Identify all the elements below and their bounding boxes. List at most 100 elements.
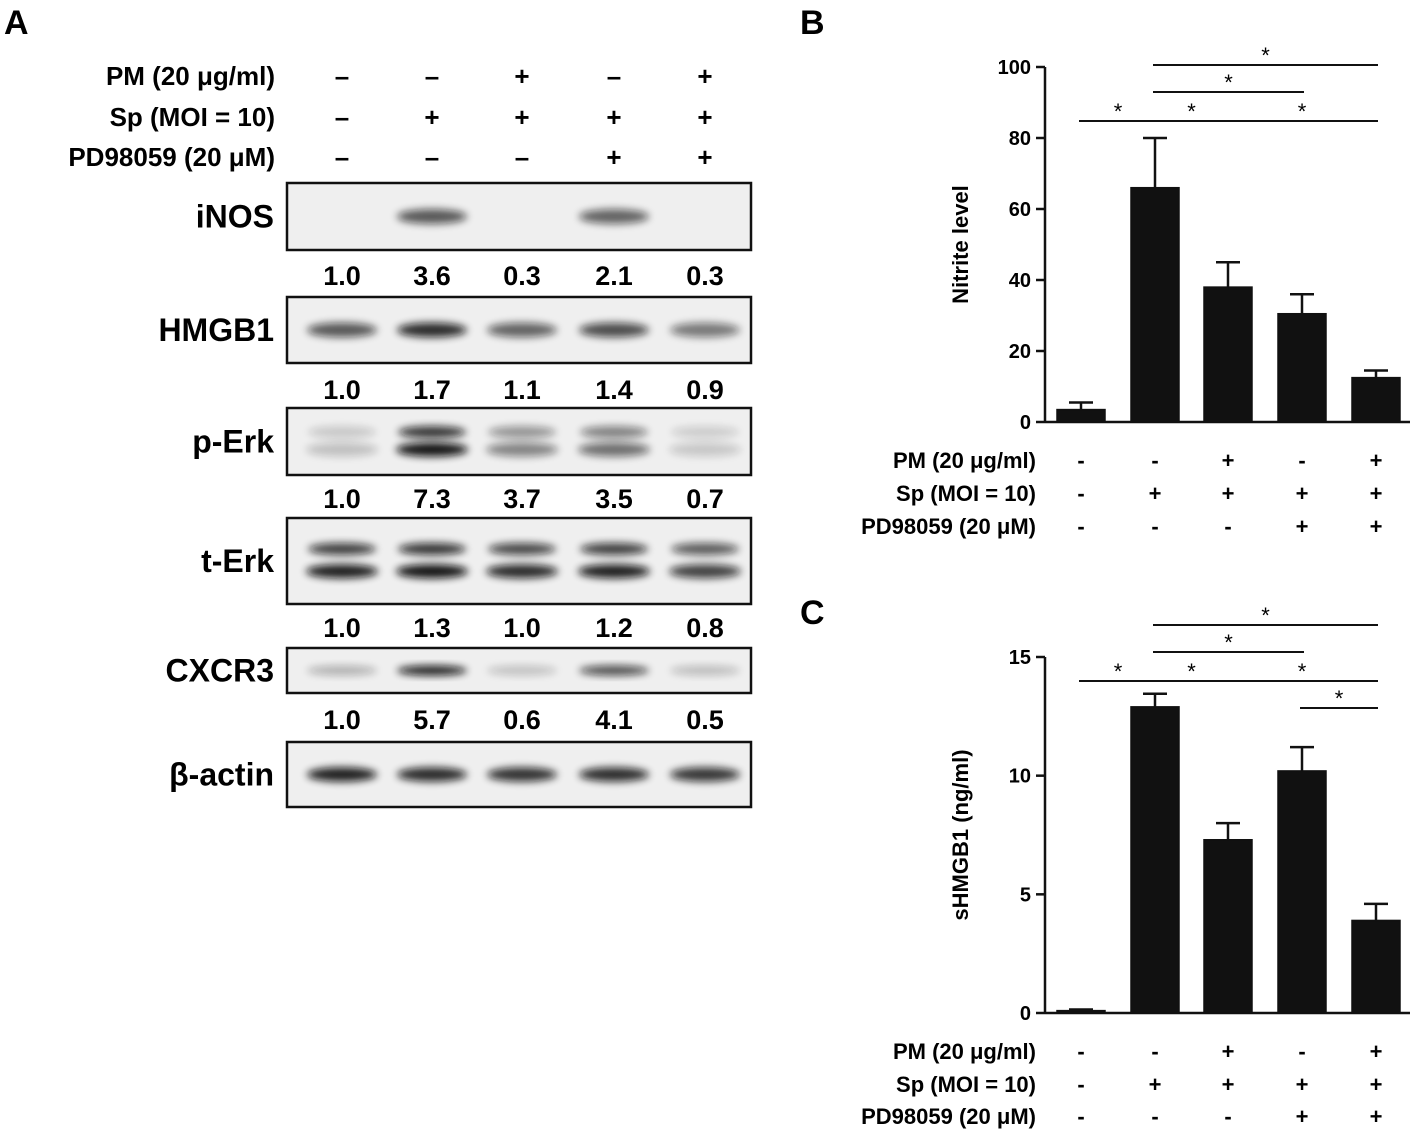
blot-band (580, 542, 648, 555)
band-quantification: 0.3 (686, 261, 724, 291)
chart-condition-label: PD98059 (20 μM) (861, 514, 1036, 539)
band-quantification: 5.7 (413, 705, 451, 735)
band-quantification: 0.3 (503, 261, 541, 291)
band-quantification: 1.7 (413, 375, 451, 405)
band-quantification: 1.0 (503, 613, 541, 643)
band-quantification: 1.0 (323, 613, 361, 643)
nitrite-bar-chart: 0 20 40 60 80 100 Nitrite level * * * * * (948, 43, 1410, 434)
significance-star: * (1114, 659, 1123, 684)
chart-condition-sign: - (1077, 1104, 1084, 1129)
chart-condition-label: Sp (MOI = 10) (896, 481, 1036, 506)
blot-band (398, 542, 466, 555)
y-axis-title: Nitrite level (948, 185, 973, 304)
chart-condition-sign: + (1296, 481, 1309, 506)
y-tick-label: 60 (1009, 199, 1031, 221)
blot-strip: β-actin (169, 740, 753, 809)
chart-condition-sign: - (1077, 481, 1084, 506)
blot-condition-sign: – (335, 102, 349, 132)
blot-band (307, 665, 377, 676)
chart-condition-sign: - (1298, 448, 1305, 473)
chart-condition-sign: + (1222, 481, 1235, 506)
chart-condition-label: Sp (MOI = 10) (896, 1072, 1036, 1097)
chart-condition-sign: + (1149, 1072, 1162, 1097)
panel-c-letter: C (800, 594, 825, 632)
blot-condition-sign: – (607, 61, 621, 91)
chart-condition-sign: + (1296, 514, 1309, 539)
band-quantification: 1.0 (323, 375, 361, 405)
chart-condition-sign: + (1370, 1104, 1383, 1129)
band-quantification: 0.9 (686, 375, 724, 405)
band-quantification: 0.6 (503, 705, 541, 735)
chart-condition-sign: - (1224, 1104, 1231, 1129)
bar (1351, 376, 1401, 423)
significance-star: * (1187, 659, 1196, 684)
band-quantification: 1.0 (323, 705, 361, 735)
chart-condition-sign: + (1370, 448, 1383, 473)
band-quantification: 3.5 (595, 484, 633, 514)
blot-band (488, 542, 556, 555)
blot-condition-sign: + (697, 142, 712, 172)
significance-star: * (1261, 603, 1270, 628)
blot-condition-table: PM (20 μg/ml) – – + – + Sp (MOI = 10) – + + + + PD98… (68, 61, 712, 172)
chart-condition-sign: - (1151, 1104, 1158, 1129)
blot-condition-sign: – (425, 61, 439, 91)
protein-label: HMGB1 (158, 312, 274, 348)
chart-condition-sign: + (1370, 481, 1383, 506)
y-tick-label: 0 (1020, 1003, 1031, 1025)
significance-star: * (1224, 70, 1233, 95)
chart-condition-sign: - (1077, 1072, 1084, 1097)
band-quantification: 1.3 (413, 613, 451, 643)
y-tick-label: 15 (1009, 647, 1031, 669)
protein-label: iNOS (196, 199, 274, 235)
blot-band (396, 442, 468, 457)
panel-b-letter: B (800, 4, 825, 42)
blot-band (579, 209, 649, 224)
blot-band (580, 426, 648, 439)
y-tick-label: 10 (1009, 766, 1031, 788)
blot-band (487, 665, 557, 676)
protein-label: p-Erk (192, 424, 274, 460)
chart-condition-sign: - (1151, 448, 1158, 473)
significance-star: * (1224, 630, 1233, 655)
blot-condition-label: PM (20 μg/ml) (106, 61, 275, 91)
chart-condition-sign: - (1077, 448, 1084, 473)
nitrite-condition-table: PM (20 μg/ml) - - + - + Sp (MOI = 10) - + + + + PD98… (861, 448, 1382, 539)
chart-condition-sign: + (1296, 1104, 1309, 1129)
band-quantification: 3.7 (503, 484, 541, 514)
shmgb1-bar-chart: 0 5 10 15 sHMGB1 (ng/ml) * * * * * * (948, 603, 1410, 1025)
blot-strip: iNOS 1.0 3.6 0.3 2.1 0.3 (196, 181, 753, 291)
blot-band (669, 442, 741, 457)
bar (1056, 408, 1106, 423)
chart-condition-sign: + (1296, 1072, 1309, 1097)
chart-condition-label: PM (20 μg/ml) (893, 1039, 1036, 1064)
panel-a-letter: A (4, 4, 29, 42)
significance-star: * (1335, 686, 1344, 711)
blot-condition-sign: – (335, 142, 349, 172)
y-tick-label: 80 (1009, 128, 1031, 150)
chart-condition-label: PM (20 μg/ml) (893, 448, 1036, 473)
chart-condition-sign: + (1370, 514, 1383, 539)
y-axis-title: sHMGB1 (ng/ml) (948, 749, 973, 920)
chart-condition-sign: - (1077, 514, 1084, 539)
bar (1203, 838, 1253, 1014)
blot-band (669, 564, 741, 579)
blot-band (487, 322, 557, 338)
blot-condition-label: Sp (MOI = 10) (110, 102, 275, 132)
significance-star: * (1261, 43, 1270, 68)
blot-band (307, 767, 377, 782)
chart-condition-sign: + (1149, 481, 1162, 506)
blot-band (579, 767, 649, 782)
blot-band (671, 426, 739, 439)
band-quantification: 1.1 (503, 375, 541, 405)
y-tick-label: 100 (998, 57, 1031, 79)
chart-condition-label: PD98059 (20 μM) (861, 1104, 1036, 1129)
blot-band (398, 426, 466, 439)
panel-b-nitrite-chart: B 0 20 40 60 80 100 Nitrite level * * * * * PM (20 … (800, 4, 1410, 539)
panel-c-shmgb1-chart: C 0 5 10 15 sHMGB1 (ng/ml) * * * * * * PM (20 μg/m… (800, 594, 1410, 1129)
blot-band (487, 767, 557, 782)
blot-condition-sign: – (425, 142, 439, 172)
blot-band (578, 564, 650, 579)
protein-label: t-Erk (201, 543, 274, 579)
blot-band (397, 322, 467, 338)
band-quantification: 1.4 (595, 375, 633, 405)
